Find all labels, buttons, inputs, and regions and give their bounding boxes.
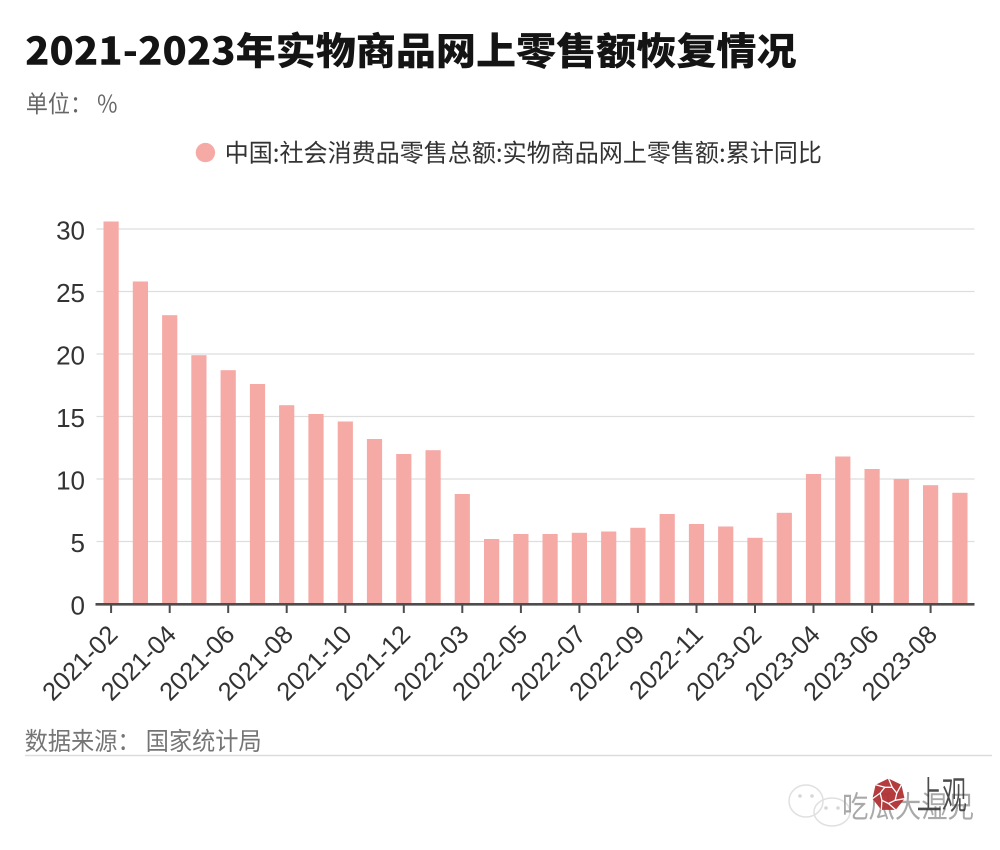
- svg-text:30: 30: [56, 215, 85, 245]
- svg-text:25: 25: [56, 278, 85, 308]
- svg-text:0: 0: [71, 590, 85, 620]
- svg-text:5: 5: [71, 528, 85, 558]
- svg-text:20: 20: [56, 340, 85, 370]
- svg-text:10: 10: [56, 465, 85, 495]
- svg-text:15: 15: [56, 403, 85, 433]
